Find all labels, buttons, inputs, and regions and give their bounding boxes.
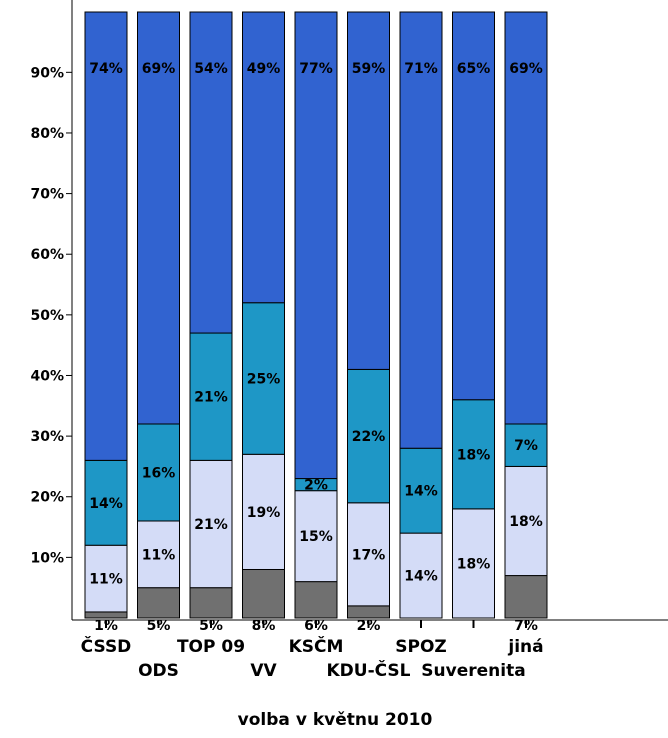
data-label-4-2: 2% bbox=[304, 478, 328, 494]
bar-segment-3-2 bbox=[242, 302, 285, 455]
y-tick-label: 70% bbox=[30, 187, 64, 203]
data-label-7-1: 18% bbox=[457, 556, 491, 572]
bar-segment-6-1 bbox=[399, 532, 443, 619]
data-label-1-2: 16% bbox=[142, 465, 176, 481]
bar-segment-1-3 bbox=[137, 11, 180, 425]
data-label-5-1: 17% bbox=[352, 547, 386, 563]
bar-segment-4-1 bbox=[294, 490, 338, 583]
y-tick-label: 10% bbox=[30, 550, 64, 566]
data-label-6-2: 14% bbox=[404, 484, 438, 500]
data-label-6-3: 71% bbox=[404, 61, 438, 77]
bar-segment-1-2 bbox=[137, 423, 180, 522]
y-tick-label: 90% bbox=[30, 65, 64, 81]
bar-segment-2-3 bbox=[189, 11, 233, 334]
data-label-3-1: 19% bbox=[247, 505, 281, 521]
axes-group: 10% 20% 30% 40% 50% 60% 70% 80% 90% ČSSD ODS TOP 09… bbox=[30, 0, 668, 681]
y-tick-label: 20% bbox=[30, 490, 64, 506]
bar-segment-3-0 bbox=[242, 568, 285, 619]
category-label: TOP 09 bbox=[177, 637, 245, 657]
data-label-0-2: 14% bbox=[89, 496, 123, 512]
data-label-2-1: 21% bbox=[194, 517, 228, 533]
data-label-3-2: 25% bbox=[247, 372, 281, 388]
data-label-8-1: 18% bbox=[509, 514, 543, 530]
bar-segment-7-2 bbox=[452, 399, 495, 510]
bar-segment-4-3 bbox=[294, 11, 338, 480]
data-label-0-3: 74% bbox=[89, 61, 123, 77]
bar-segment-0-3 bbox=[84, 11, 128, 461]
bar-segment-0-2 bbox=[84, 459, 128, 546]
bar-segment-8-1 bbox=[504, 465, 548, 577]
data-label-5-2: 22% bbox=[352, 429, 386, 445]
bar-segment-8-3 bbox=[504, 11, 548, 425]
data-label-2-2: 21% bbox=[194, 390, 228, 406]
bar-segment-5-3 bbox=[347, 11, 390, 370]
data-label-6-1: 14% bbox=[404, 569, 438, 585]
bar-segment-2-1 bbox=[189, 459, 233, 589]
bar-segment-6-3 bbox=[399, 11, 443, 449]
data-label-1-1: 11% bbox=[142, 547, 176, 563]
y-tick-label: 30% bbox=[30, 429, 64, 445]
category-label: SPOZ bbox=[395, 637, 446, 657]
y-tick-label: 40% bbox=[30, 368, 64, 384]
y-tick-label: 80% bbox=[30, 126, 64, 142]
data-label-2-3: 54% bbox=[194, 61, 228, 77]
category-label: KDU-ČSL bbox=[326, 659, 410, 681]
bar-segment-8-0 bbox=[504, 575, 548, 619]
y-tick-label: 60% bbox=[30, 247, 64, 263]
bar-segment-3-1 bbox=[242, 453, 285, 570]
x-axis-title: volba v květnu 2010 bbox=[238, 710, 433, 730]
data-label-1-3: 69% bbox=[142, 61, 176, 77]
category-label: ČSSD bbox=[81, 635, 132, 657]
category-label: jiná bbox=[507, 637, 543, 657]
bar-segment-0-1 bbox=[84, 544, 128, 613]
data-label-0-1: 11% bbox=[89, 572, 123, 588]
data-label-3-3: 49% bbox=[247, 61, 281, 77]
category-label: ODS bbox=[138, 661, 179, 681]
data-label-4-3: 77% bbox=[299, 61, 333, 77]
data-label-7-3: 65% bbox=[457, 61, 491, 77]
bars-group bbox=[84, 11, 548, 619]
y-tick-label: 50% bbox=[30, 308, 64, 324]
segment-labels-group: 1%11%14%74%5%11%16%69%5%21%21%54%8%19%25… bbox=[89, 61, 543, 634]
bar-segment-8-2 bbox=[504, 423, 548, 467]
bar-segment-1-0 bbox=[137, 587, 180, 619]
data-label-5-3: 59% bbox=[352, 61, 386, 77]
category-label: Suverenita bbox=[421, 661, 525, 681]
data-label-8-3: 69% bbox=[509, 61, 543, 77]
bar-segment-1-1 bbox=[137, 520, 180, 589]
bar-segment-2-0 bbox=[189, 587, 233, 619]
bar-segment-5-0 bbox=[347, 605, 390, 619]
data-label-4-1: 15% bbox=[299, 529, 333, 545]
category-label: KSČM bbox=[289, 635, 344, 657]
bar-segment-7-1 bbox=[452, 508, 495, 619]
bar-segment-6-2 bbox=[399, 447, 443, 534]
bar-segment-5-2 bbox=[347, 368, 390, 504]
bar-segment-4-0 bbox=[294, 581, 338, 619]
bar-segment-7-3 bbox=[452, 11, 495, 401]
category-label: VV bbox=[250, 661, 277, 681]
bar-segment-2-2 bbox=[189, 332, 233, 461]
bar-segment-3-3 bbox=[242, 11, 285, 304]
data-label-7-2: 18% bbox=[457, 447, 491, 463]
data-label-8-2: 7% bbox=[514, 438, 538, 454]
